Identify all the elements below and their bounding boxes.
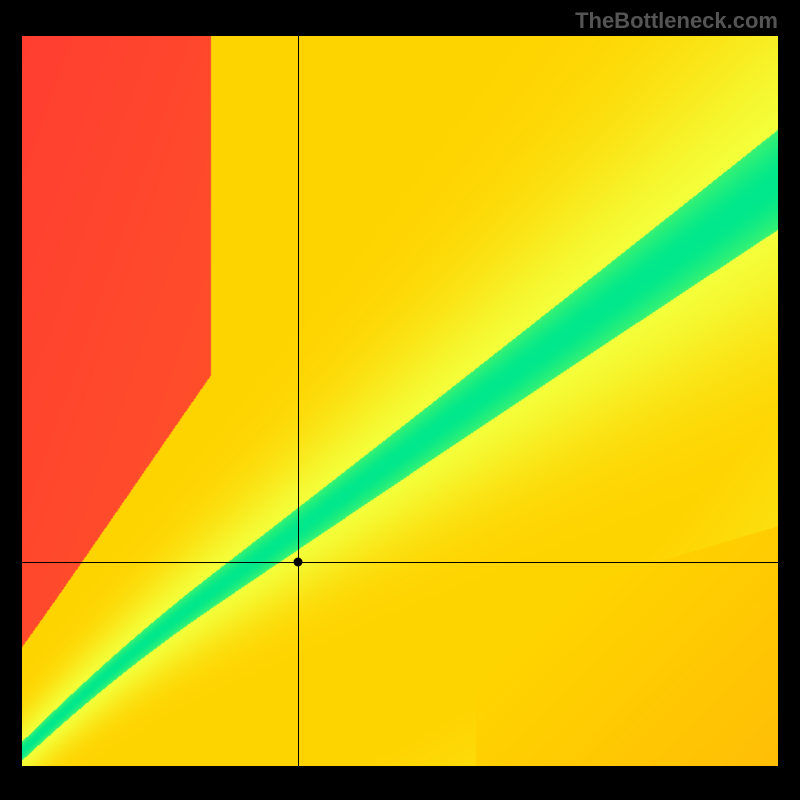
crosshair-vertical bbox=[298, 36, 299, 766]
heatmap-canvas bbox=[22, 36, 778, 766]
crosshair-horizontal bbox=[22, 562, 778, 563]
heatmap-chart bbox=[22, 36, 778, 766]
watermark-text: TheBottleneck.com bbox=[575, 8, 778, 34]
marker-dot bbox=[293, 557, 302, 566]
